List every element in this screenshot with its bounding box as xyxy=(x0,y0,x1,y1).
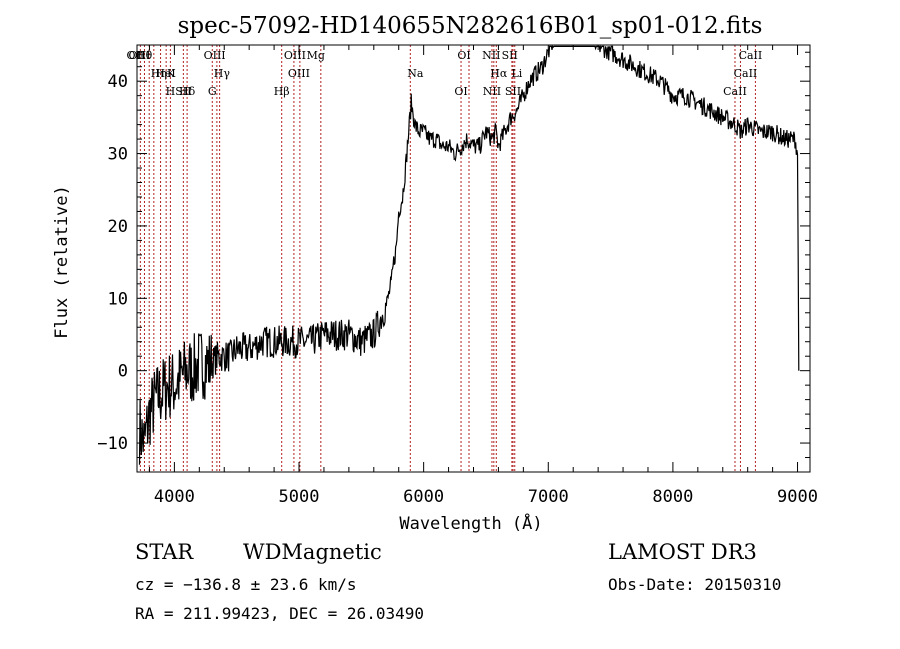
y-axis-label: Flux (relative) xyxy=(52,185,72,339)
line-label-9: OIII xyxy=(204,49,226,62)
line-label-2: Hδ xyxy=(179,85,196,98)
survey-name: LAMOST DR3 xyxy=(608,540,757,564)
line-label-22: Li xyxy=(511,67,522,80)
y-tick-label-3: 20 xyxy=(108,217,128,237)
redshift-cz: cz = −136.8 ± 23.6 km/s xyxy=(135,575,357,594)
x-tick-label-0: 4000 xyxy=(154,487,195,507)
x-axis-label: Wavelength (Å) xyxy=(399,512,542,534)
y-tick-label-1: 0 xyxy=(118,362,128,382)
line-label-1: K xyxy=(167,67,176,80)
line-label-21: NII xyxy=(482,49,500,62)
object-class: STAR xyxy=(135,540,194,564)
y-tick-label-5: 40 xyxy=(108,72,128,92)
line-label-23: NII xyxy=(483,85,501,98)
observation-date: Obs-Date: 20150310 xyxy=(608,575,781,594)
line-label-25: CaII xyxy=(734,67,758,80)
y-tick-label-4: 30 xyxy=(108,145,128,165)
line-label-16: Na xyxy=(407,67,424,80)
x-tick-label-4: 8000 xyxy=(652,487,693,507)
x-tick-label-2: 6000 xyxy=(403,487,444,507)
line-label-5: SII xyxy=(175,85,191,98)
x-axis-ticks: 4000 5000 6000 7000 8000 9000 xyxy=(148,45,818,507)
x-tick-label-1: 5000 xyxy=(279,487,320,507)
line-label-8: H xyxy=(166,85,176,98)
spectral-line-markers xyxy=(139,45,756,472)
line-label-13: OIII xyxy=(288,67,310,80)
line-label-27: CaII xyxy=(739,49,763,62)
flux-series-line xyxy=(138,44,800,465)
line-label-10: Hγ xyxy=(214,67,231,80)
chart-title: spec-57092-HD140655N282616B01_sp01-012.f… xyxy=(178,13,763,39)
line-label-18: OI xyxy=(457,49,470,62)
line-label-6: OIII xyxy=(128,49,150,62)
y-tick-label-2: 10 xyxy=(108,289,128,309)
object-subclass: WDMagnetic xyxy=(243,540,382,564)
marker-labels: HθKHδOIIHeISIIOIIIHηHOIIIHγGOIIIOIIIHβMg… xyxy=(127,49,763,98)
line-label-19: Hα xyxy=(490,67,508,80)
line-label-26: CaII xyxy=(723,85,747,98)
line-label-24: SII xyxy=(502,49,518,62)
ra-dec-coordinates: RA = 211.99423, DEC = 26.03490 xyxy=(135,604,424,623)
line-label-12: OIII xyxy=(284,49,306,62)
line-label-20: SII xyxy=(505,85,521,98)
line-label-15: Mg xyxy=(307,49,325,62)
line-label-17: OI xyxy=(454,85,467,98)
line-label-4: HeI xyxy=(155,67,175,80)
y-axis-ticks: −10 0 10 20 30 40 xyxy=(97,51,810,459)
line-label-7: Hη xyxy=(151,67,167,80)
y-tick-label-0: −10 xyxy=(97,434,128,454)
line-label-14: Hβ xyxy=(274,85,290,98)
x-tick-label-5: 9000 xyxy=(777,487,818,507)
x-tick-label-3: 7000 xyxy=(528,487,569,507)
line-label-11: G xyxy=(208,85,217,98)
